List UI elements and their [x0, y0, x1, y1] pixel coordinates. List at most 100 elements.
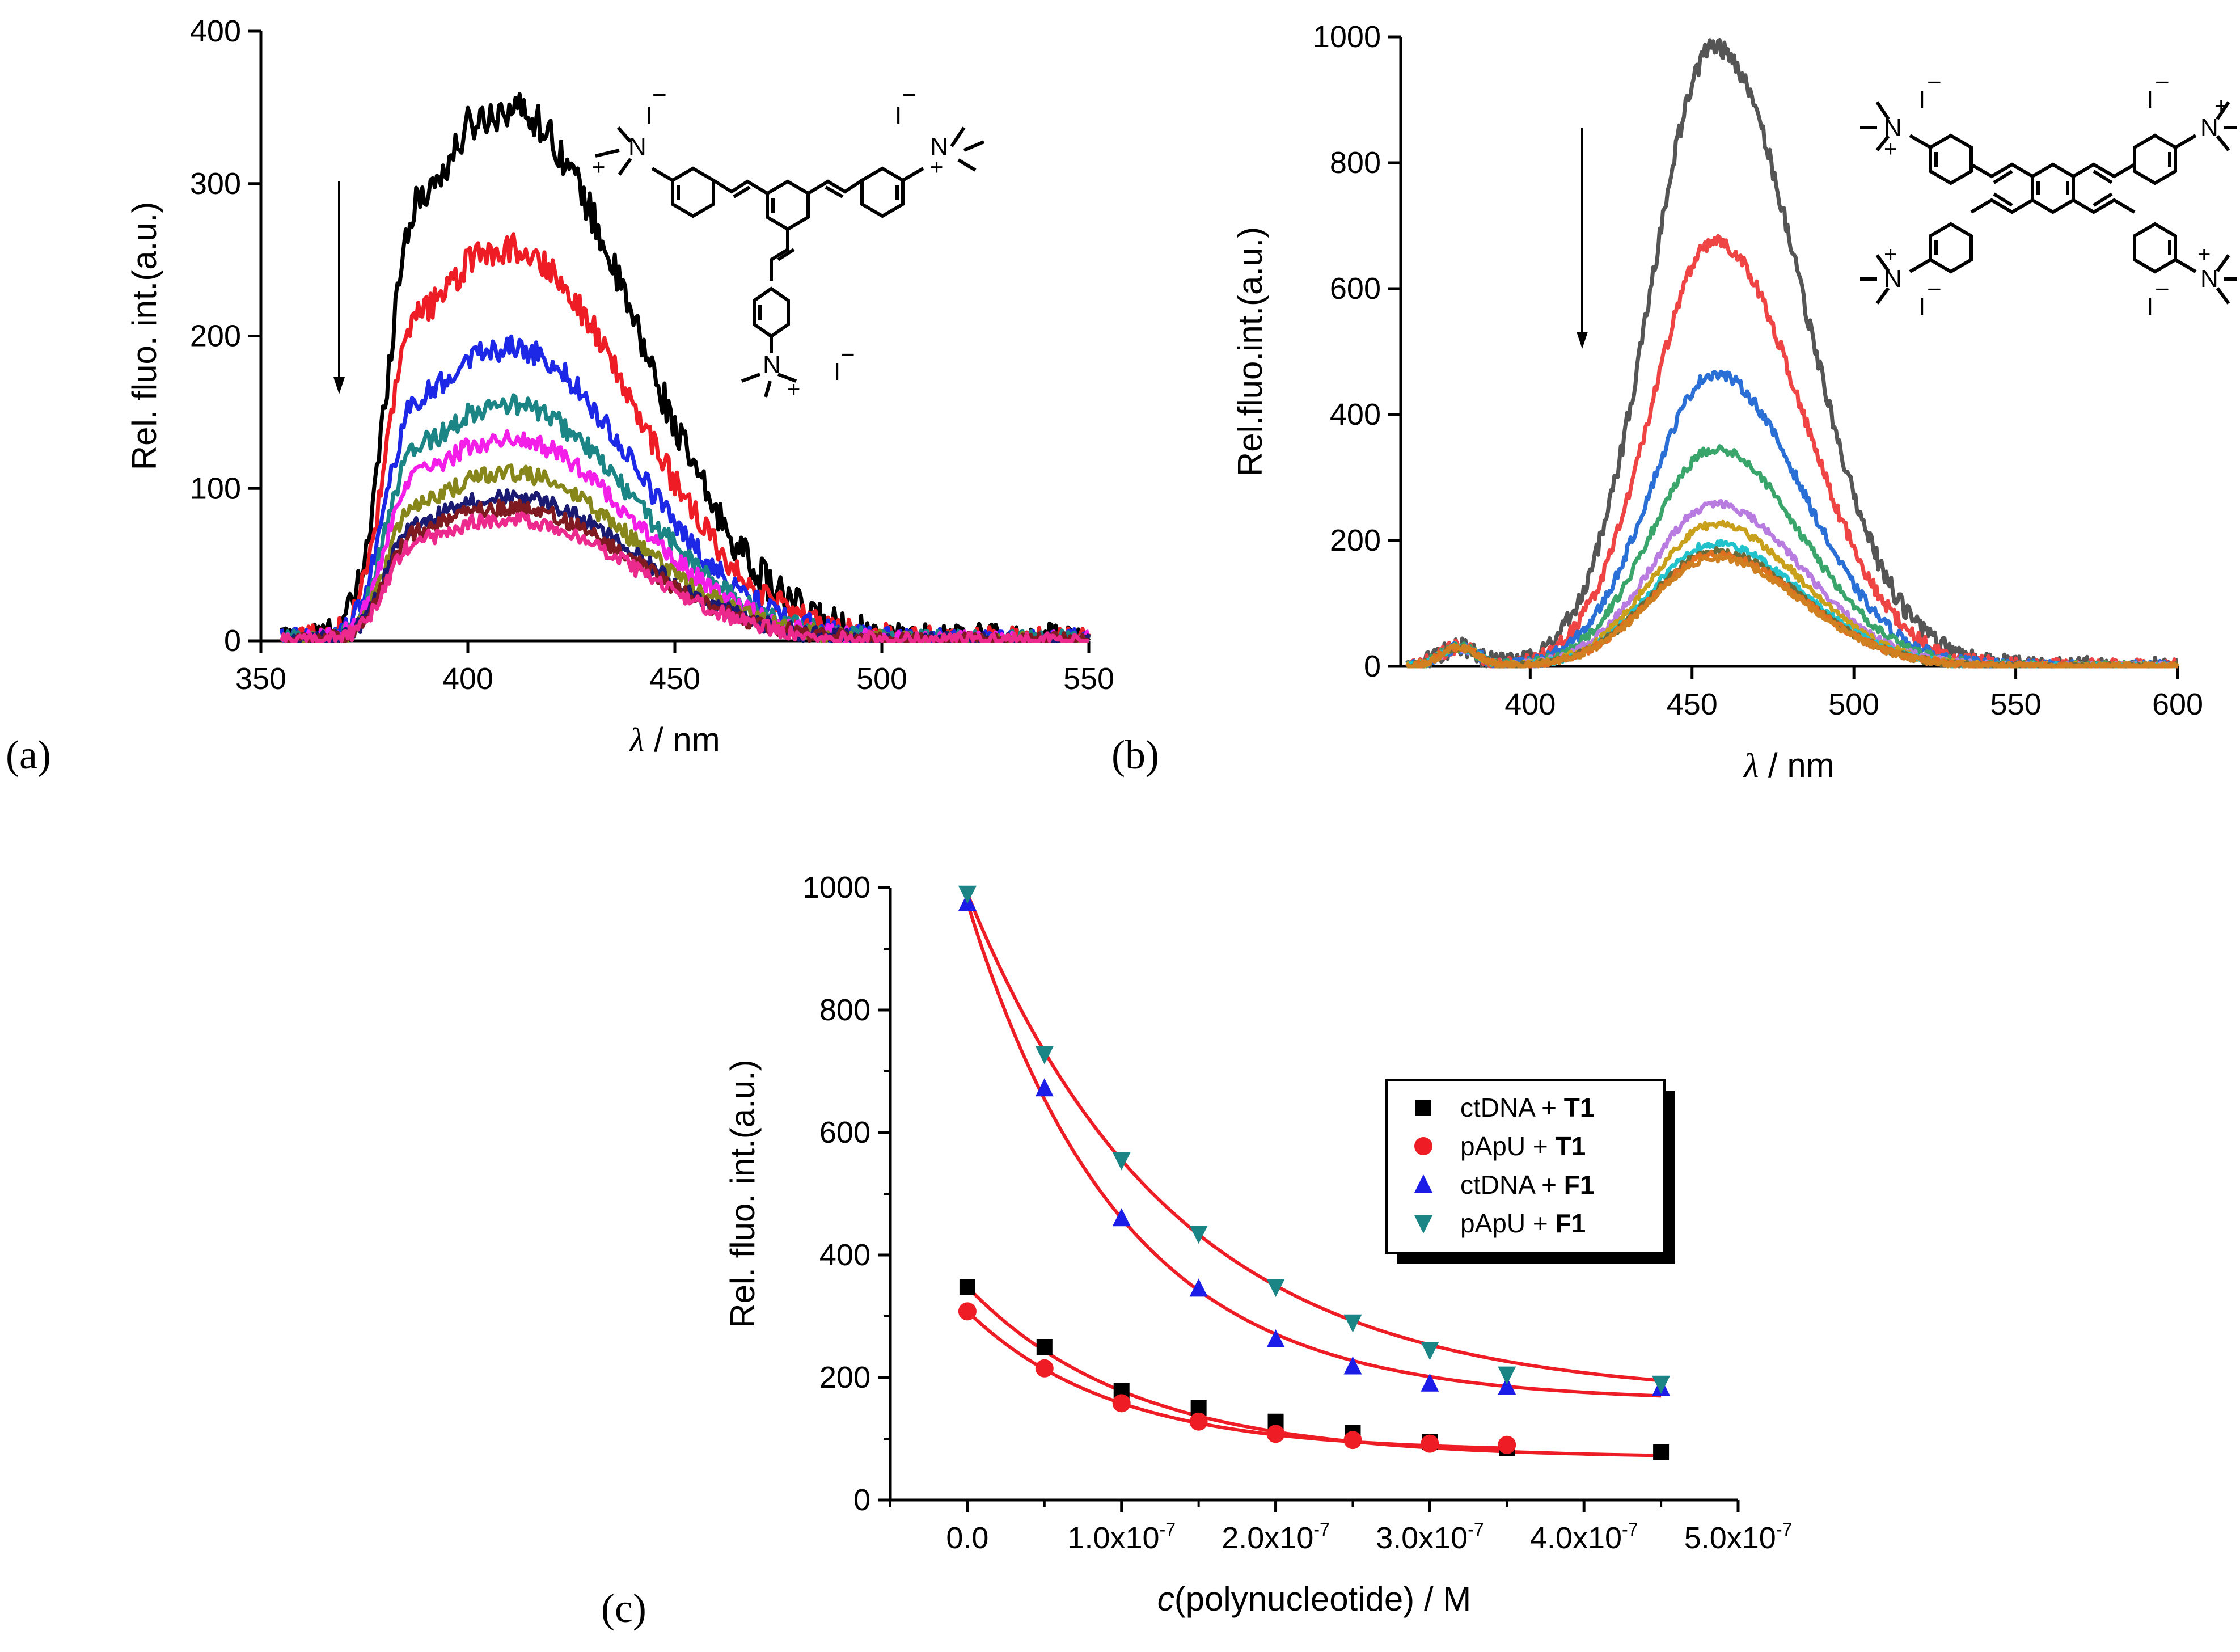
chart-a: 350 400 450 500 550 0 100 200 300 400 λ / nm Rel. f… — [125, 14, 1114, 759]
charge-label: − — [840, 341, 855, 369]
y-tick-label: 200 — [190, 319, 241, 353]
atom-label: N — [628, 133, 646, 160]
y-tick-label: 1000 — [1313, 20, 1381, 54]
legend-label-bold: T1 — [1556, 1131, 1586, 1161]
data-point — [1498, 1366, 1516, 1385]
x-axis-title: λ / nm — [628, 721, 720, 759]
ring-lr — [2133, 222, 2177, 274]
panel-label-c: (c) — [601, 1586, 646, 1631]
structure-f1 — [1860, 101, 2237, 305]
x-tick-label: 3.0x10-7 — [1376, 1519, 1484, 1555]
data-point — [1112, 1394, 1131, 1413]
x-tick-exponent: -7 — [1313, 1519, 1329, 1540]
x-tick-mantissa: 0.0 — [946, 1521, 988, 1555]
y-tick-label: 200 — [819, 1361, 870, 1395]
y-tick-label: 0 — [853, 1483, 870, 1517]
x-tick-label: 450 — [649, 662, 700, 696]
iodide-label: I — [1918, 293, 1925, 320]
data-point — [1035, 1046, 1054, 1064]
y-tick-label: 400 — [190, 14, 241, 48]
x-tick-label: 1.0x10-7 — [1067, 1519, 1176, 1555]
iodide-label: I — [2146, 293, 2153, 320]
fit-curve — [966, 1286, 1662, 1457]
atom-label: N — [2200, 114, 2218, 142]
legend-label-bold: F1 — [1556, 1209, 1586, 1238]
x-tick-exponent: -7 — [1622, 1519, 1638, 1540]
atom-label: N — [1884, 114, 1902, 142]
legend-entry: ctDNA + F1 — [1460, 1170, 1594, 1199]
spectrum-line — [280, 334, 1091, 643]
data-point — [959, 1279, 975, 1295]
data-point — [1421, 1434, 1439, 1453]
x-tick-label: 550 — [1063, 662, 1114, 696]
x-tick-label: 600 — [2152, 687, 2203, 721]
iodide-label: I — [895, 102, 902, 129]
data-point — [1112, 1208, 1131, 1227]
x-axis-title: c(polynucleotide) / M — [1157, 1580, 1472, 1618]
data-point — [1653, 1444, 1670, 1460]
charge-label: + — [2214, 94, 2228, 119]
x-axis-title-unit: / nm — [1759, 746, 1834, 784]
data-point — [1421, 1342, 1439, 1361]
charge-label: + — [2197, 242, 2211, 267]
fit-curve — [966, 1310, 1507, 1450]
legend-label: pApU + — [1460, 1209, 1556, 1238]
x-tick-label: 5.0x10-7 — [1684, 1519, 1793, 1555]
spectrum-line — [280, 511, 1089, 643]
atom-label: N — [930, 133, 948, 160]
iodide-label: I — [834, 358, 840, 386]
data-point — [1189, 1412, 1208, 1431]
charge-label: − — [652, 81, 667, 109]
fit-curve — [966, 902, 1662, 1398]
y-axis-title: Rel. fluo. int.(a.u.) — [724, 1059, 762, 1328]
charge-label: − — [902, 81, 916, 109]
legend-entry: pApU + F1 — [1460, 1209, 1586, 1238]
x-axis-title-symbol: λ — [628, 721, 644, 759]
spectrum-line — [1405, 234, 2178, 669]
fit-curve — [966, 893, 1662, 1383]
data-point — [1343, 1356, 1362, 1375]
x-tick-mantissa: 5.0x10 — [1684, 1521, 1776, 1555]
spectrum-line — [1405, 554, 2179, 669]
x-axis-title-symbol: c — [1157, 1580, 1174, 1618]
atom-label: N — [1884, 265, 1902, 293]
x-tick-label: 4.0x10-7 — [1530, 1519, 1638, 1555]
legend-label-bold: F1 — [1564, 1170, 1595, 1199]
charge-label: − — [1927, 69, 1942, 96]
charge-label: + — [1884, 242, 1897, 267]
atom-label: N — [763, 351, 781, 379]
x-tick-label: 2.0x10-7 — [1222, 1519, 1330, 1555]
data-point — [958, 1302, 977, 1321]
x-tick-mantissa: 4.0x10 — [1530, 1521, 1622, 1555]
y-tick-label: 800 — [1330, 146, 1381, 180]
charge-label: − — [2155, 69, 2170, 96]
ring-bottom — [753, 286, 790, 339]
legend-entry: pApU + T1 — [1460, 1131, 1586, 1161]
y-axis-title: Rel.fluo.int.(a.u.) — [1231, 227, 1269, 476]
data-point — [958, 885, 977, 904]
charge-label: + — [930, 155, 943, 180]
x-tick-mantissa: 3.0x10 — [1376, 1521, 1468, 1555]
vinyl-bottom — [770, 229, 789, 281]
data-point — [1343, 1431, 1362, 1450]
data-point — [1266, 1279, 1285, 1298]
legend-marker — [1414, 1215, 1432, 1233]
y-tick-label: 600 — [1330, 272, 1381, 306]
legend-marker — [1414, 1137, 1432, 1155]
chart-b: 400 450 500 550 600 0 200 400 600 800 1000 λ / nm Re… — [1231, 20, 2203, 784]
x-tick-exponent: -7 — [1160, 1519, 1176, 1540]
y-tick-label: 100 — [190, 471, 241, 505]
x-tick-exponent: -7 — [1776, 1519, 1792, 1540]
panel-label-b: (b) — [1111, 732, 1159, 778]
x-tick-label: 400 — [442, 662, 493, 696]
y-tick-label: 400 — [1330, 398, 1381, 432]
data-point — [1189, 1226, 1208, 1244]
y-tick-label: 200 — [1330, 523, 1381, 557]
charge-label: − — [2155, 276, 2170, 303]
legend-marker — [1415, 1100, 1431, 1116]
data-point — [1035, 1078, 1054, 1097]
data-point — [1189, 1278, 1208, 1297]
x-tick-label: 350 — [235, 662, 286, 696]
iodide-label: I — [1918, 86, 1925, 113]
